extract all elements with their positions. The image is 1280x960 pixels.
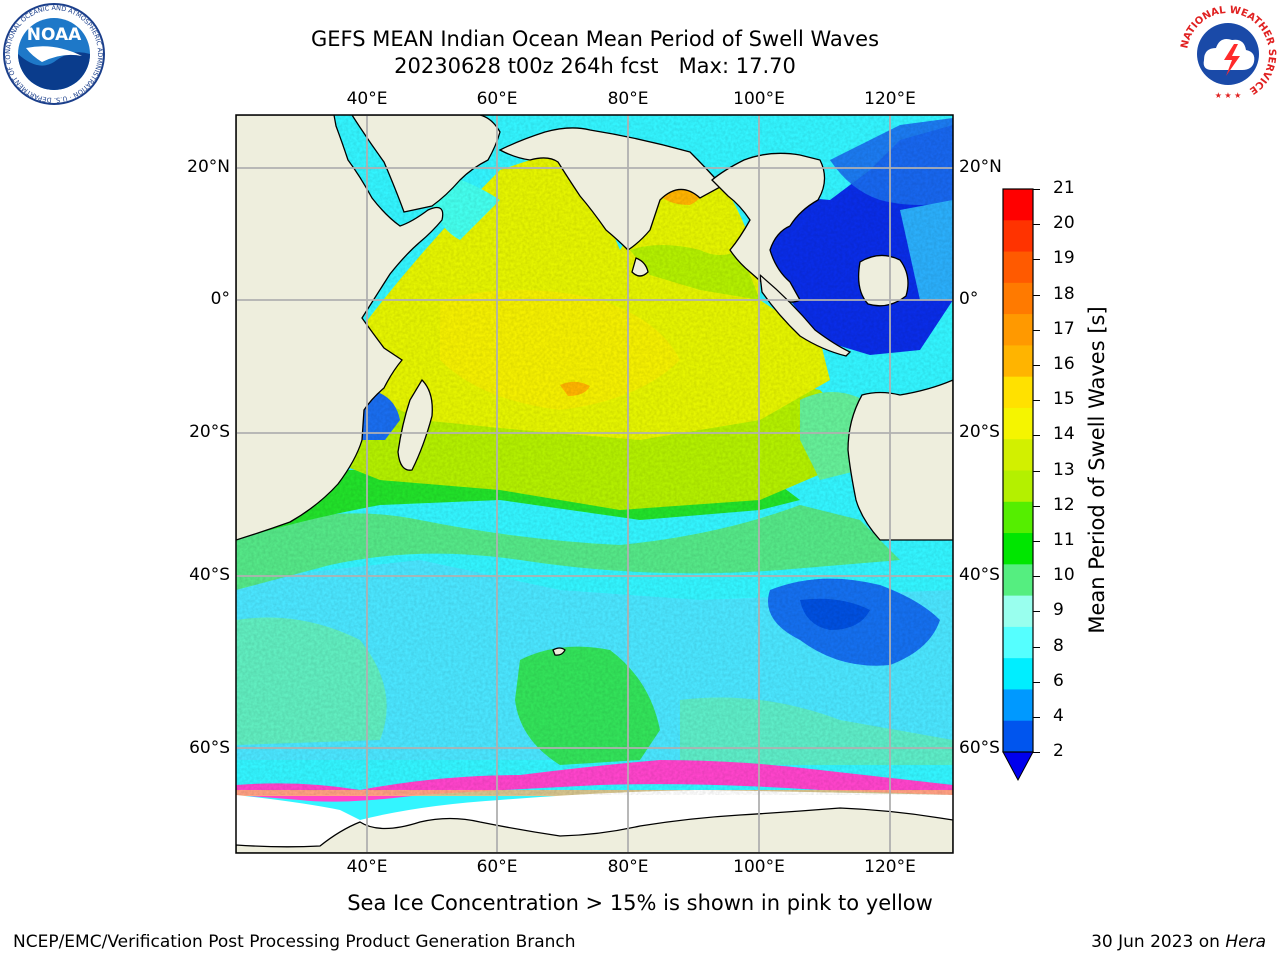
colorbar-tick-mark	[1033, 576, 1040, 578]
colorbar-segment	[1003, 720, 1033, 753]
colorbar-tick-mark	[1033, 259, 1040, 261]
colorbar-segment	[1003, 595, 1033, 628]
colorbar-segment	[1003, 501, 1033, 534]
lat-label-left: 20°S	[189, 422, 230, 442]
colorbar-tick-label: 21	[1053, 178, 1075, 198]
gridlines	[236, 115, 953, 853]
colorbar-segment	[1003, 439, 1033, 471]
lat-label-right: 0°	[959, 289, 979, 309]
colorbar-tick-label: 8	[1053, 635, 1064, 656]
colorbar-segments	[1003, 189, 1033, 753]
colorbar-tick-label: 4	[1053, 706, 1064, 726]
noaa-logo: NATIONAL OCEANIC AND ATMOSPHERIC ADMINIS…	[2, 2, 105, 105]
colorbar-tick-label: 20	[1053, 213, 1075, 234]
colorbar-tick-label: 10	[1053, 565, 1075, 586]
colorbar	[1002, 188, 1034, 782]
colorbar-segment	[1003, 251, 1033, 284]
footer-date: 30 Jun 2023 on Hera	[1091, 932, 1266, 952]
colorbar-tick-mark	[1033, 365, 1040, 366]
colorbar-tick-mark	[1033, 400, 1040, 402]
colorbar-tick-mark	[1033, 646, 1040, 648]
colorbar-label: Mean Period of Swell Waves [s]	[1085, 306, 1109, 634]
colorbar-segment	[1003, 626, 1033, 659]
colorbar-tick-mark	[1033, 717, 1040, 718]
colorbar-tick-label: 6	[1053, 670, 1064, 691]
colorbar-tick-mark	[1033, 189, 1040, 190]
colorbar-segment	[1003, 407, 1033, 440]
colorbar-tick-mark	[1033, 505, 1040, 507]
colorbar-segment	[1003, 564, 1033, 597]
colorbar-tick-mark	[1033, 294, 1040, 296]
lat-label-left: 40°S	[189, 565, 230, 585]
colorbar-segment	[1003, 658, 1033, 690]
lat-label-left: 0°	[210, 289, 230, 309]
footer-branch: NCEP/EMC/Verification Post Processing Pr…	[13, 932, 576, 952]
colorbar-tick-mark	[1033, 470, 1040, 472]
colorbar-tick-mark	[1033, 435, 1040, 437]
colorbar-tick-mark	[1033, 541, 1040, 542]
colorbar-segment	[1003, 345, 1033, 378]
colorbar-segment	[1003, 470, 1033, 503]
colorbar-tick-label: 19	[1053, 248, 1075, 269]
footer-date-text: 30 Jun 2023 on	[1091, 932, 1226, 952]
colorbar-tick-mark	[1033, 752, 1040, 754]
map-frame	[235, 114, 954, 854]
colorbar-tick-label: 12	[1053, 494, 1075, 515]
lat-label-right: 60°S	[959, 738, 1000, 758]
lon-label-bottom: 100°E	[733, 857, 785, 877]
colorbar-tick-label: 11	[1053, 530, 1075, 550]
lat-label-left: 20°N	[187, 157, 230, 177]
colorbar-segment	[1003, 282, 1033, 315]
lon-label-top: 120°E	[864, 89, 916, 109]
lon-label-top: 100°E	[733, 89, 785, 109]
colorbar-segment	[1003, 376, 1033, 409]
svg-text:NOAA: NOAA	[27, 25, 82, 45]
lon-label-top: 60°E	[476, 89, 518, 109]
lon-label-bottom: 120°E	[864, 857, 916, 877]
colorbar-tick-label: 13	[1053, 459, 1075, 480]
colorbar-segment	[1003, 189, 1033, 221]
colorbar-tick-mark	[1033, 611, 1040, 613]
lon-label-bottom: 80°E	[607, 857, 649, 877]
chart-subtitle: 20230628 t00z 264h fcst Max: 17.70	[394, 54, 796, 78]
lat-label-right: 40°S	[959, 565, 1000, 585]
colorbar-tick-label: 2	[1053, 741, 1064, 762]
map-field	[236, 115, 953, 853]
colorbar-segment	[1003, 533, 1033, 565]
colorbar-tick-label: 9	[1053, 600, 1064, 621]
colorbar-tick-label: 17	[1053, 318, 1075, 339]
colorbar-tick-label: 15	[1053, 389, 1075, 410]
lon-label-bottom: 40°E	[346, 857, 388, 877]
colorbar-tick-mark	[1033, 329, 1040, 331]
nws-logo: NATIONAL WEATHER SERVICE ★ ★ ★	[1179, 5, 1277, 102]
footer-host: Hera	[1225, 932, 1266, 952]
sea-ice-caption: Sea Ice Concentration > 15% is shown in …	[347, 891, 933, 915]
svg-text:★ ★ ★: ★ ★ ★	[1215, 91, 1242, 100]
lat-label-right: 20°S	[959, 422, 1000, 442]
lon-label-top: 40°E	[346, 89, 388, 109]
colorbar-segment	[1003, 314, 1033, 346]
colorbar-tick-label: 14	[1053, 424, 1075, 445]
lon-label-top: 80°E	[607, 89, 649, 109]
colorbar-tick-mark	[1033, 681, 1040, 683]
colorbar-tick-mark	[1033, 224, 1040, 226]
colorbar-segment	[1003, 689, 1033, 722]
colorbar-tick-label: 16	[1053, 354, 1075, 374]
chart-title: GEFS MEAN Indian Ocean Mean Period of Sw…	[310, 27, 880, 51]
colorbar-segment	[1003, 220, 1033, 253]
lat-label-left: 60°S	[189, 738, 230, 758]
lon-label-bottom: 60°E	[476, 857, 518, 877]
lat-label-right: 20°N	[959, 157, 1002, 177]
colorbar-underflow-triangle	[1002, 751, 1034, 782]
colorbar-tick-label: 18	[1053, 283, 1075, 304]
